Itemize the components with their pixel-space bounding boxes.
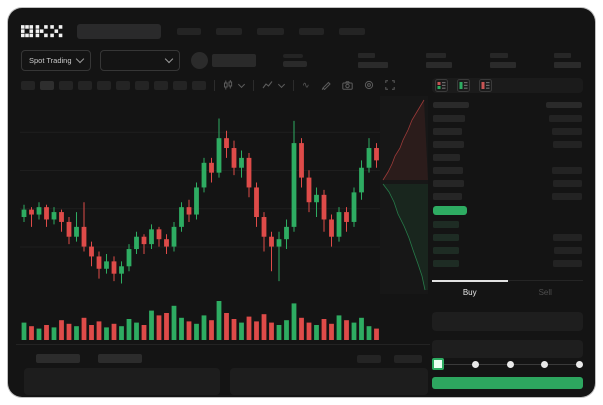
orderbook-row[interactable] bbox=[432, 112, 583, 125]
amount-percent-slider[interactable] bbox=[432, 358, 583, 371]
toolbar-divider bbox=[253, 79, 254, 91]
market-type-label: Spot Trading bbox=[29, 55, 72, 65]
fullscreen-icon[interactable] bbox=[384, 80, 395, 90]
ticker-stat bbox=[358, 52, 388, 68]
timeframe-button[interactable] bbox=[116, 80, 130, 90]
buy-tab[interactable]: Buy bbox=[432, 280, 508, 305]
book-asks-only-icon[interactable] bbox=[479, 78, 492, 92]
chevron-down-icon bbox=[164, 54, 173, 63]
slider-stop[interactable] bbox=[506, 360, 514, 368]
nav-item-placeholder[interactable] bbox=[339, 27, 365, 35]
nav-menu bbox=[177, 27, 365, 35]
timeframe-button[interactable] bbox=[192, 80, 206, 90]
book-bids-only-icon[interactable] bbox=[457, 78, 470, 92]
toolbar-divider bbox=[293, 79, 294, 91]
timeframe-button[interactable] bbox=[154, 80, 168, 90]
trade-side-tabs: Buy Sell bbox=[432, 280, 583, 305]
orderbook-row[interactable] bbox=[432, 125, 583, 138]
book-both-icon[interactable] bbox=[435, 78, 448, 92]
timeframe-button[interactable] bbox=[97, 80, 111, 90]
orderbook-asks bbox=[432, 112, 583, 203]
ticker-stats bbox=[358, 52, 581, 68]
slider-stop[interactable] bbox=[471, 360, 479, 368]
slider-stop[interactable] bbox=[576, 360, 583, 368]
chevron-down-icon[interactable] bbox=[277, 80, 286, 88]
market-header: Spot Trading bbox=[21, 48, 581, 72]
bottom-action-placeholder[interactable] bbox=[394, 355, 422, 363]
order-book-panel: Buy Sell bbox=[432, 78, 583, 389]
bottom-tabs bbox=[36, 354, 422, 370]
bottom-panel-left bbox=[24, 368, 220, 395]
orderbook-row[interactable] bbox=[432, 218, 583, 231]
chevron-down-icon bbox=[75, 54, 84, 63]
ticker-stat bbox=[554, 52, 581, 68]
ticker-stat bbox=[426, 52, 452, 68]
okx-app-window: Spot Trading ∿ bbox=[8, 8, 595, 397]
pair-name-placeholder bbox=[211, 53, 256, 67]
orderbook-bids bbox=[432, 218, 583, 270]
bottom-tabs-actions bbox=[357, 354, 422, 363]
ticker-stat bbox=[490, 52, 516, 68]
volume-chart[interactable] bbox=[20, 296, 380, 340]
orderbook-row[interactable] bbox=[432, 151, 583, 164]
orderbook-header bbox=[433, 101, 582, 108]
market-type-dropdown[interactable]: Spot Trading bbox=[21, 49, 91, 71]
bottom-tab[interactable] bbox=[98, 354, 142, 363]
depth-chart[interactable] bbox=[380, 96, 428, 294]
orderbook-row[interactable] bbox=[432, 190, 583, 203]
draw-tool-icon[interactable] bbox=[321, 80, 331, 90]
bottom-section bbox=[16, 344, 430, 370]
amount-input[interactable] bbox=[432, 339, 583, 359]
nav-item-placeholder[interactable] bbox=[177, 27, 201, 35]
timeframe-button[interactable] bbox=[59, 80, 73, 90]
price-input[interactable] bbox=[432, 312, 583, 331]
bottom-action-placeholder[interactable] bbox=[357, 355, 381, 363]
orderbook-mode-toggle bbox=[432, 78, 583, 93]
last-price-placeholder bbox=[282, 53, 307, 67]
camera-icon[interactable] bbox=[341, 80, 353, 90]
toolbar-divider bbox=[214, 79, 215, 91]
indicators-icon[interactable] bbox=[262, 80, 273, 90]
bottom-tab-active[interactable] bbox=[36, 354, 80, 370]
orderbook-row[interactable] bbox=[432, 164, 583, 177]
orderbook-row[interactable] bbox=[432, 177, 583, 190]
timeframe-buttons bbox=[21, 80, 206, 90]
bottom-panel-right bbox=[230, 368, 428, 395]
timeframe-button[interactable] bbox=[40, 80, 54, 90]
buy-submit-button[interactable] bbox=[432, 376, 583, 389]
candlestick-chart[interactable] bbox=[20, 98, 380, 294]
candle-type-icon[interactable] bbox=[223, 80, 233, 90]
orderbook-row[interactable] bbox=[432, 257, 583, 270]
top-navbar bbox=[21, 18, 581, 44]
settings-gear-icon[interactable] bbox=[364, 80, 374, 90]
last-price-badge[interactable] bbox=[433, 205, 467, 216]
search-input[interactable] bbox=[77, 23, 161, 39]
nav-item-placeholder[interactable] bbox=[257, 27, 284, 35]
timeframe-button[interactable] bbox=[173, 80, 187, 90]
okx-logo[interactable] bbox=[21, 24, 63, 38]
pair-selector-dropdown[interactable] bbox=[99, 49, 180, 71]
coin-icon bbox=[190, 51, 208, 69]
sell-tab[interactable]: Sell bbox=[538, 288, 552, 298]
chart-toolbar: ∿ bbox=[21, 78, 426, 92]
chevron-down-icon[interactable] bbox=[237, 80, 246, 88]
orderbook-row[interactable] bbox=[432, 244, 583, 257]
line-tool-icon[interactable]: ∿ bbox=[302, 79, 310, 90]
orderbook-row[interactable] bbox=[432, 138, 583, 151]
timeframe-button[interactable] bbox=[135, 80, 149, 90]
nav-item-placeholder[interactable] bbox=[299, 27, 324, 35]
slider-handle[interactable] bbox=[432, 358, 444, 371]
timeframe-button[interactable] bbox=[78, 80, 92, 90]
slider-stop[interactable] bbox=[541, 360, 549, 368]
timeframe-button[interactable] bbox=[21, 80, 35, 90]
nav-item-placeholder[interactable] bbox=[216, 27, 242, 35]
orderbook-row[interactable] bbox=[432, 231, 583, 244]
